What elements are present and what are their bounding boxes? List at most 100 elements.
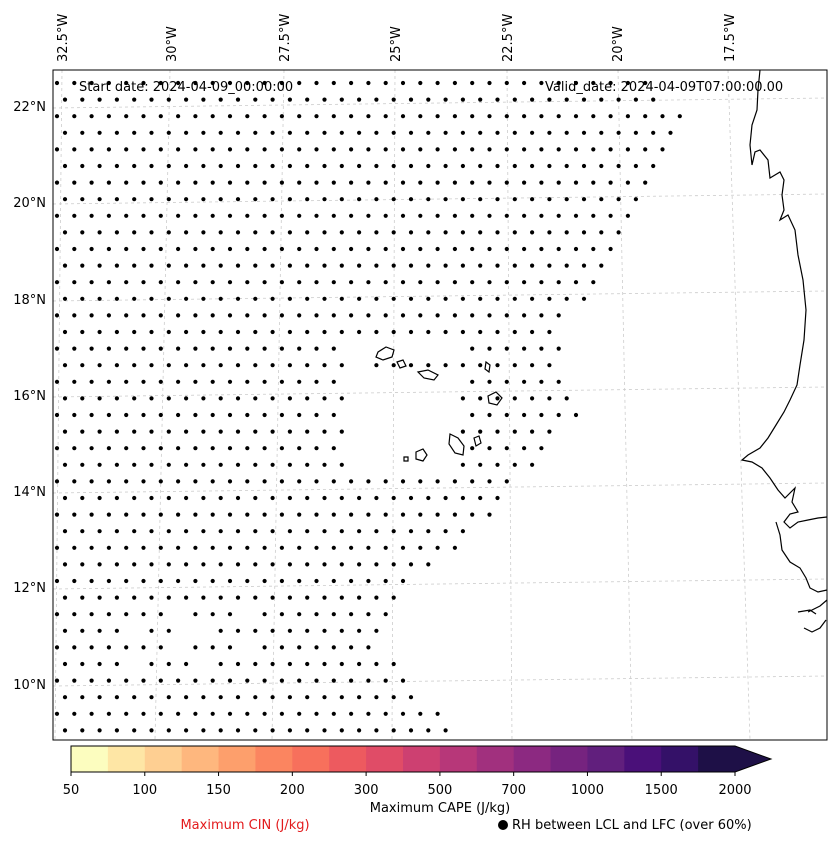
rh-dot xyxy=(72,313,77,318)
rh-dot xyxy=(331,545,336,550)
rh-dot xyxy=(106,246,111,252)
rh-dot xyxy=(176,678,181,683)
rh-dot xyxy=(124,346,129,351)
rh-dot xyxy=(279,612,284,617)
rh-dot xyxy=(114,230,119,235)
rh-dot xyxy=(253,97,258,102)
rh-dot xyxy=(357,230,362,235)
rh-dot xyxy=(331,180,336,185)
rh-dot xyxy=(487,80,492,86)
rh-dot xyxy=(245,147,250,152)
rh-dot xyxy=(279,412,284,418)
rh-dot xyxy=(235,329,241,335)
rh-dot xyxy=(573,246,579,252)
rh-dot xyxy=(97,562,102,567)
rh-dot xyxy=(305,628,310,633)
rh-dot xyxy=(262,346,267,351)
rh-dot xyxy=(124,180,129,185)
rh-dot xyxy=(460,97,465,102)
rh-dot xyxy=(512,429,517,434)
rh-dot xyxy=(245,545,250,550)
rh-dot xyxy=(322,396,327,401)
rh-dot xyxy=(349,612,354,617)
rh-dot xyxy=(201,728,206,733)
rh-dot xyxy=(287,562,292,567)
rh-dot xyxy=(366,213,371,218)
rh-dot xyxy=(322,197,327,202)
rh-dot xyxy=(314,578,319,584)
rh-dot xyxy=(184,595,189,600)
rh-dot xyxy=(97,163,102,169)
rh-dot xyxy=(366,280,371,285)
rh-dot xyxy=(54,313,60,318)
rh-dot xyxy=(149,495,154,501)
rh-dot xyxy=(339,130,344,135)
rh-dot xyxy=(235,263,241,268)
rh-dot xyxy=(166,197,171,202)
rh-dot xyxy=(193,147,198,152)
rh-dot xyxy=(400,246,406,252)
rh-dot xyxy=(149,695,154,700)
rh-dot xyxy=(539,280,544,285)
rh-dot xyxy=(149,462,154,467)
rh-dot xyxy=(287,661,292,667)
rh-dot xyxy=(374,230,379,235)
rh-dot xyxy=(97,628,102,633)
rh-dot xyxy=(114,429,119,434)
rh-dot xyxy=(124,612,129,617)
rh-dot xyxy=(158,180,163,185)
rh-dot xyxy=(124,545,129,550)
rh-dot xyxy=(426,529,431,534)
rh-dot xyxy=(80,495,85,501)
rh-dot xyxy=(487,479,492,484)
rh-dot xyxy=(184,396,189,401)
rh-dot xyxy=(418,246,423,252)
rh-dot xyxy=(625,213,631,218)
colorbar-segment xyxy=(587,746,625,772)
rh-dot xyxy=(141,479,146,484)
rh-dot xyxy=(201,562,206,567)
rh-dot xyxy=(391,363,396,368)
rh-dot xyxy=(297,479,302,484)
island-boa-vista xyxy=(487,391,503,406)
rh-marker-icon xyxy=(498,820,508,830)
rh-dot xyxy=(374,695,379,700)
rh-dot xyxy=(245,280,250,285)
rh-dot xyxy=(166,130,171,135)
rh-dot xyxy=(391,329,396,335)
rh-dot xyxy=(305,396,310,401)
rh-dot xyxy=(184,230,189,235)
rh-dot xyxy=(124,446,129,451)
rh-dot xyxy=(270,728,275,733)
rh-dot xyxy=(279,479,284,484)
rh-dot xyxy=(166,429,171,434)
rh-dot xyxy=(470,379,475,384)
rh-dot xyxy=(270,429,275,434)
rh-dot xyxy=(141,346,146,351)
lat-labels: 22°N 20°N 18°N 16°N 14°N 12°N 10°N xyxy=(13,100,46,693)
rh-dot xyxy=(62,130,68,135)
rh-dot xyxy=(201,396,206,401)
rh-dot xyxy=(357,628,362,633)
rh-dot xyxy=(564,163,569,169)
rh-dot xyxy=(383,578,388,584)
rh-dot xyxy=(366,313,371,318)
rh-dot xyxy=(80,130,85,135)
rh-dot xyxy=(132,296,137,301)
rh-dot xyxy=(166,296,171,301)
rh-dot xyxy=(556,412,561,418)
rh-dot xyxy=(322,595,327,600)
rh-dot xyxy=(158,313,163,318)
rh-dot xyxy=(608,80,613,86)
rh-dot xyxy=(470,346,475,351)
rh-dot xyxy=(54,711,60,716)
colorbar-tick-label: 1000 xyxy=(571,783,604,798)
rh-dot xyxy=(149,263,154,268)
rh-dot xyxy=(124,147,129,152)
rh-dot xyxy=(114,97,119,102)
rh-dot xyxy=(193,645,198,650)
rh-dot xyxy=(297,379,302,384)
rh-dot xyxy=(227,645,233,650)
rh-dot xyxy=(435,213,440,218)
rh-dot xyxy=(487,147,492,152)
